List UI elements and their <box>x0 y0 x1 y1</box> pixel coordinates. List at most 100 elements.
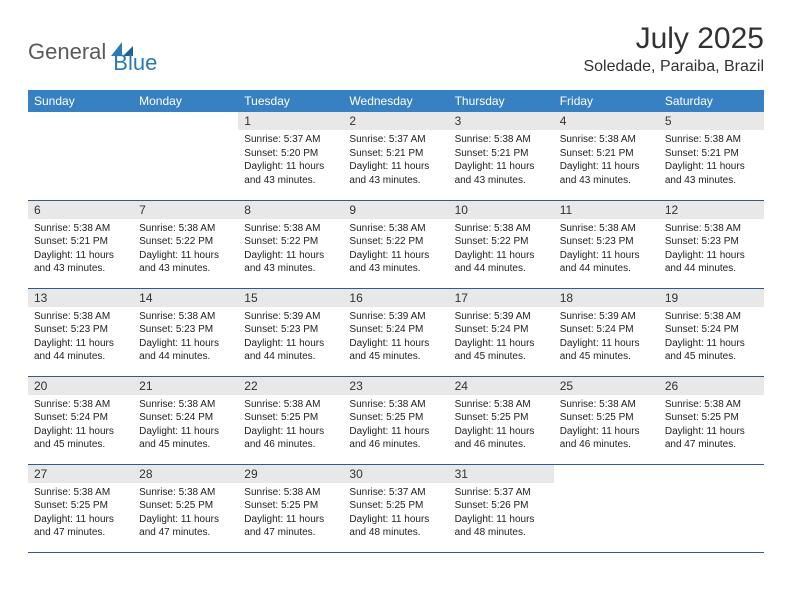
calendar-cell: 18Sunrise: 5:39 AMSunset: 5:24 PMDayligh… <box>554 288 659 376</box>
sunset-text: Sunset: 5:25 PM <box>34 499 127 513</box>
calendar-cell: 13Sunrise: 5:38 AMSunset: 5:23 PMDayligh… <box>28 288 133 376</box>
day-number: 27 <box>28 465 133 483</box>
daylight-text: Daylight: 11 hours and 44 minutes. <box>560 249 653 276</box>
day-details: Sunrise: 5:38 AMSunset: 5:21 PMDaylight:… <box>659 130 764 191</box>
calendar-cell: 19Sunrise: 5:38 AMSunset: 5:24 PMDayligh… <box>659 288 764 376</box>
sunset-text: Sunset: 5:25 PM <box>244 499 337 513</box>
sunrise-text: Sunrise: 5:38 AM <box>34 398 127 412</box>
calendar-cell: 15Sunrise: 5:39 AMSunset: 5:23 PMDayligh… <box>238 288 343 376</box>
day-details: Sunrise: 5:38 AMSunset: 5:25 PMDaylight:… <box>133 483 238 544</box>
sunrise-text: Sunrise: 5:38 AM <box>665 398 758 412</box>
sunrise-text: Sunrise: 5:38 AM <box>560 222 653 236</box>
day-number: 5 <box>659 112 764 130</box>
day-details: Sunrise: 5:39 AMSunset: 5:24 PMDaylight:… <box>343 307 448 368</box>
day-number: 6 <box>28 201 133 219</box>
calendar-cell: 3Sunrise: 5:38 AMSunset: 5:21 PMDaylight… <box>449 112 554 200</box>
sunset-text: Sunset: 5:22 PM <box>455 235 548 249</box>
day-details: Sunrise: 5:38 AMSunset: 5:24 PMDaylight:… <box>659 307 764 368</box>
day-details: Sunrise: 5:38 AMSunset: 5:24 PMDaylight:… <box>28 395 133 456</box>
daylight-text: Daylight: 11 hours and 48 minutes. <box>349 513 442 540</box>
logo: General Blue <box>28 28 157 76</box>
daylight-text: Daylight: 11 hours and 43 minutes. <box>34 249 127 276</box>
sunset-text: Sunset: 5:23 PM <box>139 323 232 337</box>
weekday-header: Thursday <box>449 90 554 112</box>
sunrise-text: Sunrise: 5:38 AM <box>349 398 442 412</box>
daylight-text: Daylight: 11 hours and 48 minutes. <box>455 513 548 540</box>
sunset-text: Sunset: 5:20 PM <box>244 147 337 161</box>
daylight-text: Daylight: 11 hours and 47 minutes. <box>34 513 127 540</box>
sunrise-text: Sunrise: 5:38 AM <box>349 222 442 236</box>
calendar-cell: 5Sunrise: 5:38 AMSunset: 5:21 PMDaylight… <box>659 112 764 200</box>
sunrise-text: Sunrise: 5:38 AM <box>455 133 548 147</box>
calendar-cell: 28Sunrise: 5:38 AMSunset: 5:25 PMDayligh… <box>133 464 238 552</box>
calendar-cell: 29Sunrise: 5:38 AMSunset: 5:25 PMDayligh… <box>238 464 343 552</box>
calendar-cell: 27Sunrise: 5:38 AMSunset: 5:25 PMDayligh… <box>28 464 133 552</box>
sunrise-text: Sunrise: 5:39 AM <box>349 310 442 324</box>
title-block: July 2025 Soledade, Paraiba, Brazil <box>583 22 764 76</box>
day-details: Sunrise: 5:37 AMSunset: 5:20 PMDaylight:… <box>238 130 343 191</box>
daylight-text: Daylight: 11 hours and 45 minutes. <box>455 337 548 364</box>
sunrise-text: Sunrise: 5:38 AM <box>244 398 337 412</box>
daylight-text: Daylight: 11 hours and 45 minutes. <box>560 337 653 364</box>
day-number: 14 <box>133 289 238 307</box>
daylight-text: Daylight: 11 hours and 46 minutes. <box>560 425 653 452</box>
calendar-cell: 12Sunrise: 5:38 AMSunset: 5:23 PMDayligh… <box>659 200 764 288</box>
sunrise-text: Sunrise: 5:39 AM <box>560 310 653 324</box>
daylight-text: Daylight: 11 hours and 43 minutes. <box>349 160 442 187</box>
day-details: Sunrise: 5:38 AMSunset: 5:23 PMDaylight:… <box>133 307 238 368</box>
day-details: Sunrise: 5:39 AMSunset: 5:24 PMDaylight:… <box>449 307 554 368</box>
day-number: 26 <box>659 377 764 395</box>
calendar-cell <box>133 112 238 200</box>
sunset-text: Sunset: 5:25 PM <box>244 411 337 425</box>
daylight-text: Daylight: 11 hours and 43 minutes. <box>349 249 442 276</box>
weekday-header: Sunday <box>28 90 133 112</box>
daylight-text: Daylight: 11 hours and 44 minutes. <box>455 249 548 276</box>
calendar-cell: 11Sunrise: 5:38 AMSunset: 5:23 PMDayligh… <box>554 200 659 288</box>
calendar-cell <box>28 112 133 200</box>
day-details: Sunrise: 5:38 AMSunset: 5:21 PMDaylight:… <box>449 130 554 191</box>
calendar-cell: 26Sunrise: 5:38 AMSunset: 5:25 PMDayligh… <box>659 376 764 464</box>
sunset-text: Sunset: 5:21 PM <box>560 147 653 161</box>
daylight-text: Daylight: 11 hours and 44 minutes. <box>244 337 337 364</box>
day-number: 20 <box>28 377 133 395</box>
sunrise-text: Sunrise: 5:38 AM <box>560 133 653 147</box>
daylight-text: Daylight: 11 hours and 43 minutes. <box>139 249 232 276</box>
day-details: Sunrise: 5:38 AMSunset: 5:23 PMDaylight:… <box>659 219 764 280</box>
sunrise-text: Sunrise: 5:37 AM <box>244 133 337 147</box>
calendar-cell: 22Sunrise: 5:38 AMSunset: 5:25 PMDayligh… <box>238 376 343 464</box>
calendar-cell: 14Sunrise: 5:38 AMSunset: 5:23 PMDayligh… <box>133 288 238 376</box>
calendar-cell: 10Sunrise: 5:38 AMSunset: 5:22 PMDayligh… <box>449 200 554 288</box>
daylight-text: Daylight: 11 hours and 43 minutes. <box>665 160 758 187</box>
sunrise-text: Sunrise: 5:37 AM <box>455 486 548 500</box>
sunset-text: Sunset: 5:25 PM <box>349 411 442 425</box>
sunset-text: Sunset: 5:22 PM <box>244 235 337 249</box>
logo-text-blue: Blue <box>113 50 157 76</box>
day-details: Sunrise: 5:38 AMSunset: 5:22 PMDaylight:… <box>238 219 343 280</box>
day-details: Sunrise: 5:39 AMSunset: 5:23 PMDaylight:… <box>238 307 343 368</box>
daylight-text: Daylight: 11 hours and 45 minutes. <box>349 337 442 364</box>
day-number: 16 <box>343 289 448 307</box>
sunset-text: Sunset: 5:25 PM <box>455 411 548 425</box>
daylight-text: Daylight: 11 hours and 43 minutes. <box>455 160 548 187</box>
sunset-text: Sunset: 5:25 PM <box>665 411 758 425</box>
day-number: 7 <box>133 201 238 219</box>
sunset-text: Sunset: 5:25 PM <box>349 499 442 513</box>
day-number: 13 <box>28 289 133 307</box>
sunrise-text: Sunrise: 5:38 AM <box>560 398 653 412</box>
day-details: Sunrise: 5:38 AMSunset: 5:25 PMDaylight:… <box>28 483 133 544</box>
sunset-text: Sunset: 5:24 PM <box>349 323 442 337</box>
day-number: 10 <box>449 201 554 219</box>
sunset-text: Sunset: 5:21 PM <box>349 147 442 161</box>
day-details: Sunrise: 5:38 AMSunset: 5:23 PMDaylight:… <box>28 307 133 368</box>
sunset-text: Sunset: 5:22 PM <box>349 235 442 249</box>
daylight-text: Daylight: 11 hours and 44 minutes. <box>665 249 758 276</box>
sunset-text: Sunset: 5:24 PM <box>665 323 758 337</box>
day-details: Sunrise: 5:38 AMSunset: 5:25 PMDaylight:… <box>343 395 448 456</box>
header: General Blue July 2025 Soledade, Paraiba… <box>28 22 764 76</box>
day-number: 11 <box>554 201 659 219</box>
calendar-cell: 24Sunrise: 5:38 AMSunset: 5:25 PMDayligh… <box>449 376 554 464</box>
sunrise-text: Sunrise: 5:38 AM <box>244 222 337 236</box>
daylight-text: Daylight: 11 hours and 46 minutes. <box>244 425 337 452</box>
day-number: 31 <box>449 465 554 483</box>
day-details: Sunrise: 5:38 AMSunset: 5:24 PMDaylight:… <box>133 395 238 456</box>
